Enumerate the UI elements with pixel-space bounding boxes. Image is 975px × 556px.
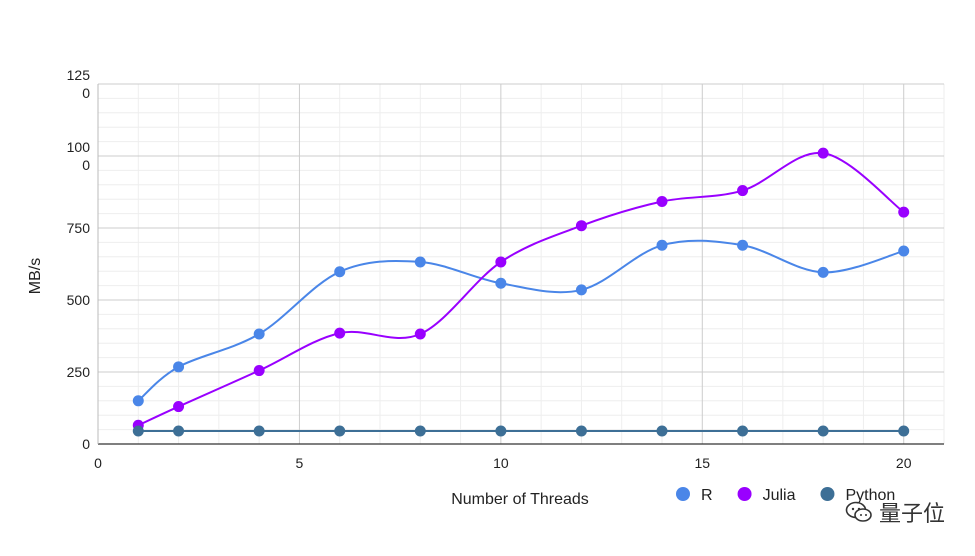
- legend: R Julia Python: [676, 487, 895, 504]
- series-python: [132, 425, 910, 437]
- series-python-point: [495, 425, 507, 437]
- x-tick-label: 20: [896, 455, 912, 471]
- watermark: 量子位: [845, 496, 945, 528]
- series-python-point: [817, 425, 829, 437]
- major-grid: [98, 83, 944, 444]
- series-r-point: [575, 284, 587, 296]
- legend-item-python: Python: [820, 487, 895, 504]
- legend-marker-julia: [737, 487, 752, 501]
- series-julia-point: [495, 256, 507, 268]
- series-julia-point: [173, 401, 185, 413]
- series-julia-point: [414, 328, 426, 340]
- x-tick-label: 10: [493, 455, 509, 471]
- y-tick-label: 750: [67, 220, 91, 236]
- series-r-point: [737, 239, 749, 251]
- series-julia: [132, 147, 910, 431]
- series-julia-point: [656, 196, 668, 208]
- y-axis-label: MB/s: [27, 258, 44, 294]
- series-julia-point: [817, 147, 829, 159]
- x-axis-label: Number of Threads: [451, 491, 589, 508]
- series-layer: [132, 147, 910, 437]
- series-julia-point: [737, 185, 749, 197]
- series-julia-line: [137, 152, 905, 427]
- series-python-point: [737, 425, 749, 437]
- legend-marker-python: [820, 487, 835, 501]
- x-tick-labels: 0 5 10 15 20: [94, 455, 912, 471]
- series-r-point: [817, 266, 829, 278]
- series-python-point: [334, 425, 346, 437]
- watermark-text: 量子位: [878, 502, 945, 527]
- legend-label-python: Python: [845, 487, 895, 504]
- y-tick-label: 125: [67, 67, 91, 83]
- series-julia-point: [334, 327, 346, 339]
- series-r-point: [173, 361, 185, 373]
- series-julia-point: [575, 220, 587, 232]
- series-r-point: [495, 277, 507, 289]
- series-python-point: [173, 425, 185, 437]
- y-tick-label: 0: [82, 157, 90, 173]
- legend-label-r: R: [701, 487, 713, 504]
- x-tick-label: 0: [94, 455, 102, 471]
- series-r-point: [414, 256, 426, 268]
- series-python-point: [656, 425, 668, 437]
- series-python-point: [414, 425, 426, 437]
- y-tick-label: 250: [67, 364, 91, 380]
- series-r-point: [656, 239, 668, 251]
- minor-grid: [98, 84, 945, 444]
- y-tick-label: 0: [82, 85, 90, 101]
- legend-item-julia: Julia: [737, 487, 796, 504]
- axes: [97, 84, 944, 445]
- series-python-point: [898, 425, 910, 437]
- legend-marker-r: [676, 487, 690, 501]
- series-r-point: [132, 395, 144, 407]
- legend-label-julia: Julia: [763, 487, 796, 504]
- series-julia-point: [253, 365, 265, 377]
- series-julia-point: [898, 206, 910, 218]
- wechat-icon: [845, 501, 872, 522]
- x-tick-label: 15: [694, 455, 710, 471]
- y-tick-label: 0: [82, 436, 90, 452]
- series-r-point: [334, 266, 346, 278]
- series-r: [132, 239, 910, 407]
- y-tick-label: 500: [67, 292, 91, 308]
- y-tick-label: 100: [67, 139, 91, 155]
- legend-item-r: R: [676, 487, 713, 504]
- series-r-point: [253, 328, 265, 340]
- series-python-point: [132, 425, 144, 437]
- series-r-point: [898, 245, 910, 257]
- series-python-point: [253, 425, 265, 437]
- series-python-point: [575, 425, 587, 437]
- series-r-line: [137, 239, 904, 402]
- x-tick-label: 5: [296, 455, 304, 471]
